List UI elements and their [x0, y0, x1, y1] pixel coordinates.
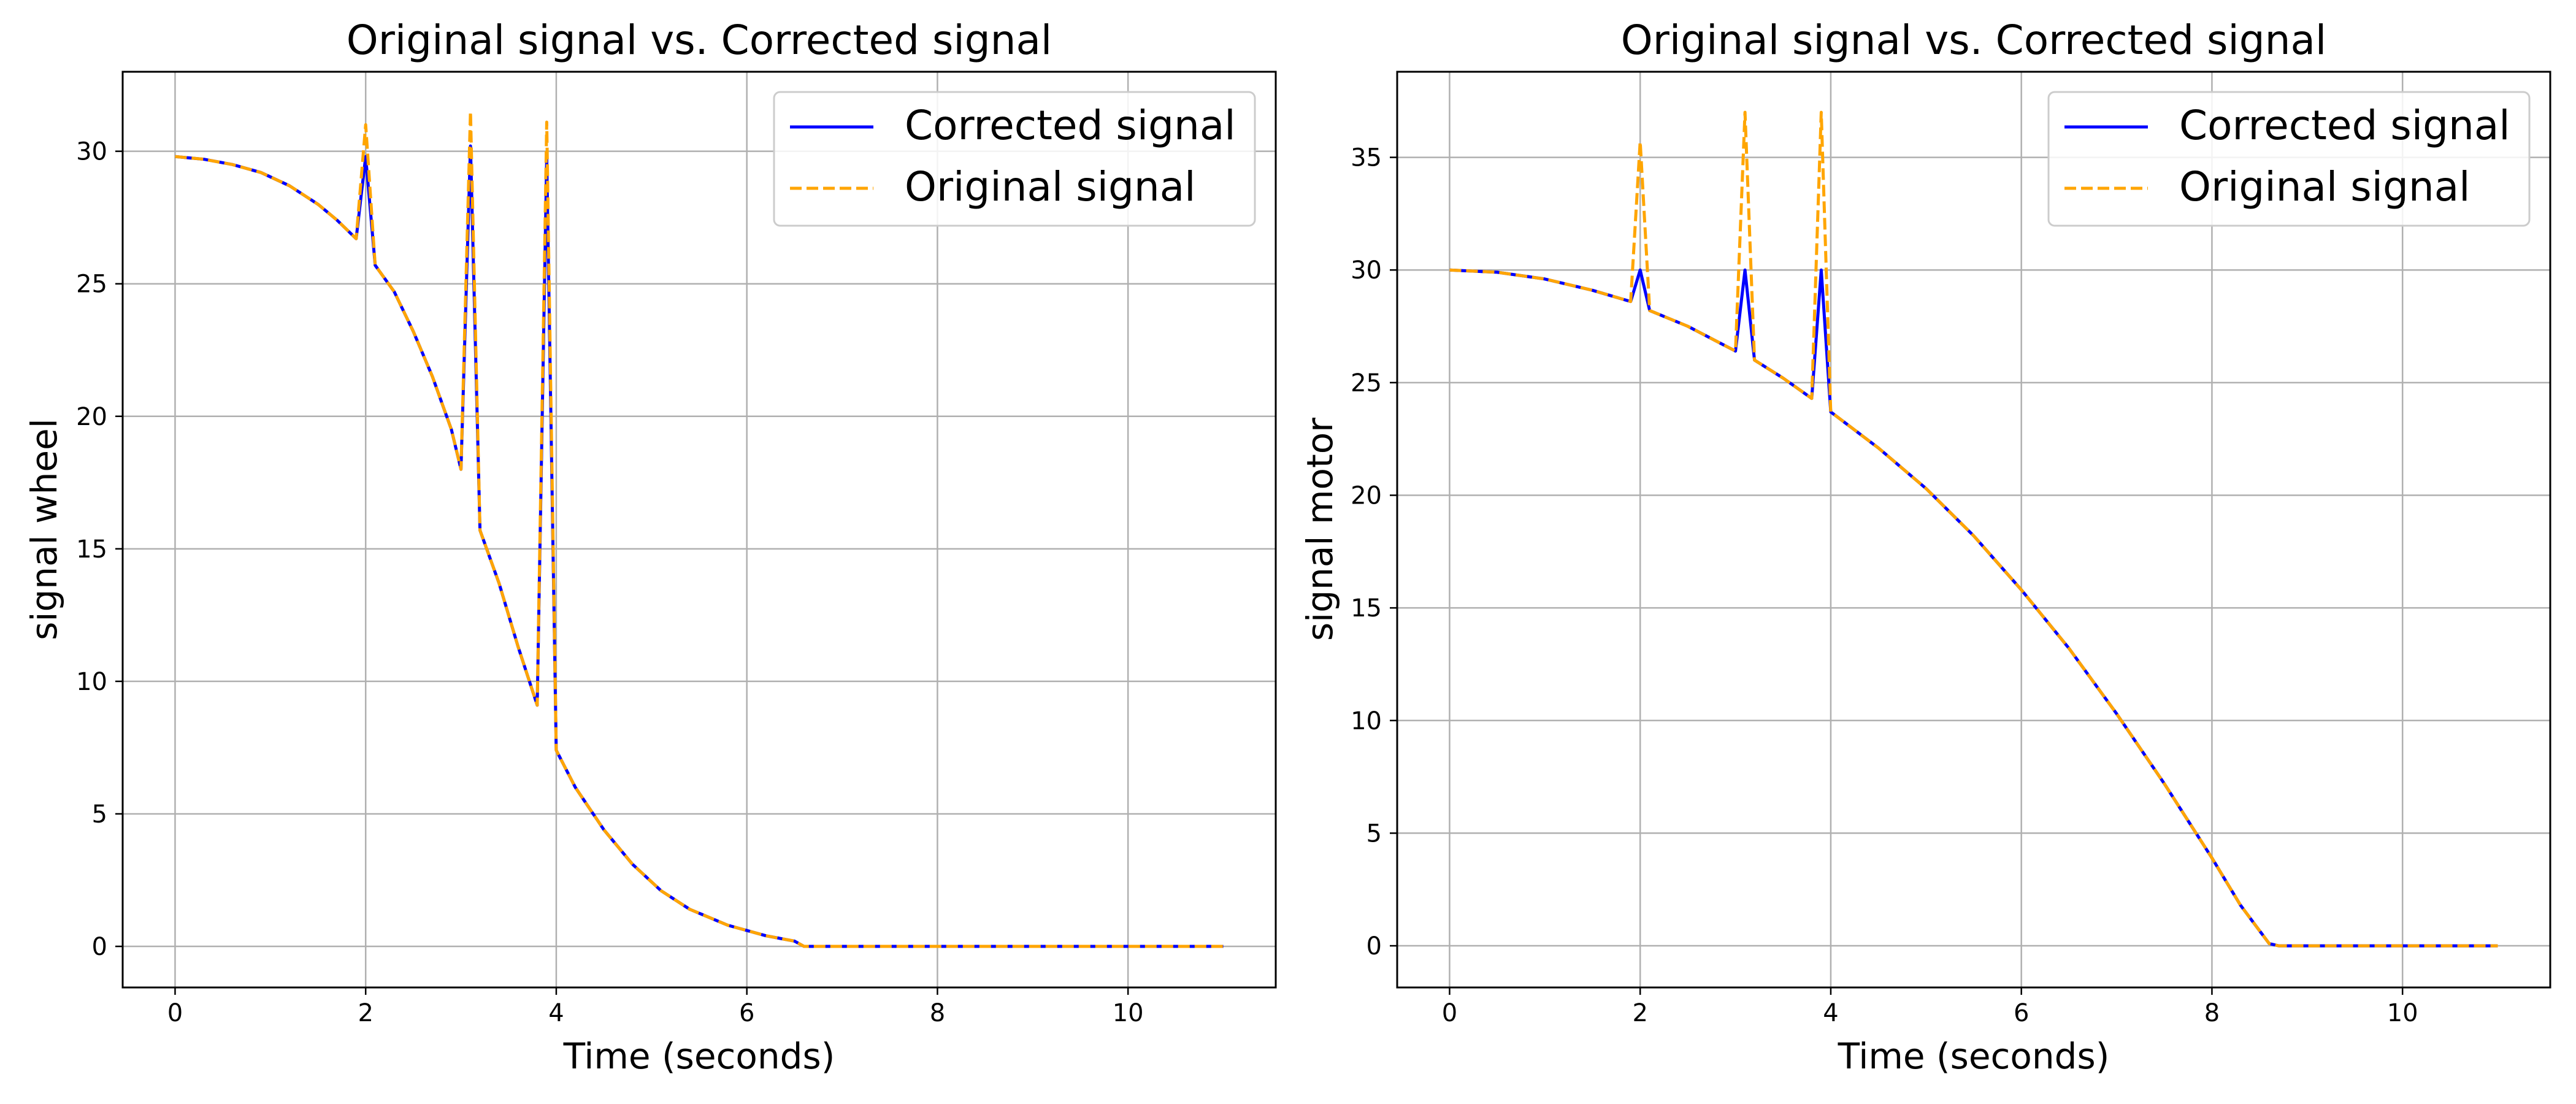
y-tick-label: 5	[92, 800, 107, 829]
legend-box	[2047, 91, 2531, 227]
x-tick-label: 10	[2387, 999, 2418, 1027]
chart-title: Original signal vs. Corrected signal	[347, 17, 1052, 64]
chart-panel-motor: Original signal vs. Corrected signal 0 2 4…	[1299, 17, 2551, 1077]
x-tick-label: 8	[930, 999, 945, 1027]
x-tick-label: 0	[167, 999, 183, 1027]
legend-label-original: Original signal	[905, 163, 1195, 210]
y-tick-label: 30	[1351, 256, 1382, 285]
tick-layer: 0 2 4 6 8 10 0 5 10 15 20 25 30 35	[1351, 144, 2418, 1027]
series-line-original	[175, 110, 1224, 948]
x-axis-label: Time (seconds)	[563, 1035, 835, 1077]
x-tick-label: 6	[739, 999, 754, 1027]
y-tick-label: 0	[92, 933, 107, 961]
y-tick-label: 25	[1351, 369, 1382, 397]
y-tick-label: 10	[76, 668, 107, 696]
x-tick-label: 10	[1113, 999, 1144, 1027]
x-tick-label: 2	[1632, 999, 1647, 1027]
x-tick-label: 0	[1442, 999, 1457, 1027]
x-tick-label: 8	[2204, 999, 2220, 1027]
y-tick-label: 20	[76, 403, 107, 431]
y-tick-label: 15	[76, 535, 107, 564]
plot-frame	[1396, 71, 2551, 989]
y-tick-label: 5	[1367, 819, 1382, 848]
x-tick-label: 4	[1823, 999, 1838, 1027]
tick-layer: 0 2 4 6 8 10 0 5 10 15 20 25 30	[76, 138, 1144, 1027]
chart-panel-wheel: Original signal vs. Corrected signal 0 2 4…	[23, 17, 1277, 1077]
legend-label-corrected: Corrected signal	[2179, 102, 2510, 149]
legend: Corrected signal Original signal	[2047, 91, 2531, 227]
legend-label-corrected: Corrected signal	[905, 102, 1236, 149]
legend-label-original: Original signal	[2179, 163, 2470, 210]
y-tick-label: 15	[1351, 594, 1382, 623]
x-tick-label: 4	[548, 999, 564, 1027]
x-axis-label: Time (seconds)	[1838, 1035, 2110, 1077]
y-tick-label: 20	[1351, 481, 1382, 510]
series-layer	[175, 110, 1224, 948]
chart-title: Original signal vs. Corrected signal	[1621, 17, 2326, 64]
y-axis-label: signal motor	[1299, 418, 1341, 641]
y-tick-label: 0	[1367, 932, 1382, 960]
legend: Corrected signal Original signal	[773, 91, 1256, 227]
plot-frame	[121, 71, 1277, 989]
y-tick-label: 10	[1351, 707, 1382, 735]
y-tick-label: 35	[1351, 144, 1382, 172]
x-tick-label: 6	[2014, 999, 2029, 1027]
y-tick-label: 25	[76, 270, 107, 299]
series-layer	[1449, 110, 2498, 948]
series-line-original	[1449, 110, 2498, 948]
legend-box	[773, 91, 1256, 227]
x-tick-label: 2	[358, 999, 373, 1027]
y-tick-label: 30	[76, 138, 107, 166]
y-axis-label: signal wheel	[23, 418, 65, 640]
